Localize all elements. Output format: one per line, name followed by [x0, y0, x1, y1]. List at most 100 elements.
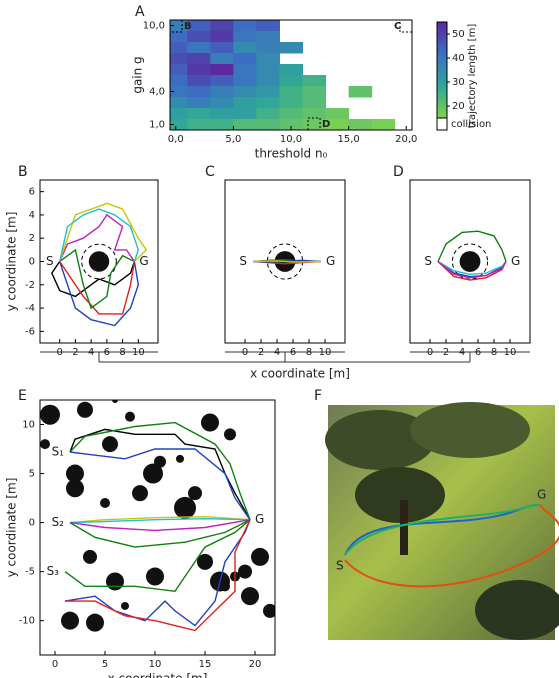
- goal-label: G: [326, 254, 335, 268]
- obstacle: [77, 402, 93, 418]
- heatmap-cell: [279, 64, 303, 76]
- plot-area: [253, 244, 321, 279]
- y-tick-label: 6: [29, 187, 35, 198]
- heatmap-cell: [210, 86, 234, 98]
- heatmap-cell: [187, 97, 211, 109]
- x-tick-label: 5: [102, 659, 108, 670]
- heatmap-cell: [233, 20, 257, 32]
- shared-x-label: x coordinate [m]: [250, 367, 350, 381]
- x-tick-label: 6: [290, 347, 296, 358]
- colorbar-tick-label: 30: [452, 77, 465, 88]
- start-label: S: [46, 254, 54, 268]
- plot-area: [40, 394, 277, 632]
- heatmap-cell: [279, 86, 303, 98]
- panel-letter: D: [393, 164, 404, 180]
- x-tick-label: 4: [88, 347, 94, 358]
- x-tick-label: 8: [119, 347, 125, 358]
- x-axis-label: threshold n₀: [255, 147, 328, 161]
- y-tick-label: 4,0: [149, 87, 165, 98]
- heatmap-cell: [349, 119, 373, 131]
- y-tick-label: 4: [29, 210, 35, 221]
- heatmap-cell: [210, 75, 234, 87]
- y-tick-label: 10: [22, 420, 35, 431]
- annotation-label: B: [184, 21, 192, 32]
- shared-axis-bracket: [40, 352, 530, 362]
- x-tick-label: 0: [242, 347, 248, 358]
- y-tick-label: 0: [29, 518, 35, 529]
- goal-label: G: [511, 254, 520, 268]
- y-tick-label: 2: [29, 233, 35, 244]
- x-tick-label: 10: [319, 347, 332, 358]
- x-tick-label: 6: [475, 347, 481, 358]
- obstacle: [121, 602, 129, 610]
- heatmap-cell: [164, 53, 188, 65]
- obstacle: [251, 548, 269, 566]
- annotation-label: C: [394, 21, 401, 32]
- plot-area: [438, 231, 506, 280]
- heatmap-cell: [256, 97, 280, 109]
- heatmap-cell: [210, 108, 234, 120]
- heatmap-cell: [372, 119, 396, 131]
- x-tick-label: 6: [104, 347, 110, 358]
- heatmap-cell: [187, 86, 211, 98]
- obstacle: [201, 414, 219, 432]
- obstacle: [100, 498, 110, 508]
- obstacle: [40, 439, 50, 449]
- plot-area: [164, 20, 395, 131]
- x-tick-label: 5,0: [225, 134, 241, 145]
- annotation-label: D: [322, 119, 330, 130]
- photo-start-label: S: [336, 559, 344, 573]
- y-axis-label: gain g: [131, 56, 145, 93]
- heatmap-cell: [187, 119, 211, 131]
- colorbar: [437, 22, 447, 118]
- heatmap-cell: [303, 86, 327, 98]
- obstacle: [102, 436, 118, 452]
- heatmap-cell: [187, 53, 211, 65]
- heatmap-cell: [233, 119, 257, 131]
- heatmap-cell: [164, 97, 188, 109]
- x-tick-label: 4: [459, 347, 465, 358]
- x-tick-label: 8: [491, 347, 497, 358]
- obstacle: [174, 497, 196, 519]
- x-tick-label: 20,0: [395, 134, 417, 145]
- colorbar-label: trajectory length [m]: [467, 24, 478, 129]
- obstacle: [241, 587, 259, 605]
- x-tick-label: 0,0: [168, 134, 184, 145]
- panel: BSG0246810-6-4-20246y coordinate [m]: [5, 164, 159, 358]
- obstacle: [143, 464, 163, 484]
- y-tick-label: -5: [25, 567, 35, 578]
- heatmap-cell: [164, 31, 188, 43]
- x-tick-label: 8: [306, 347, 312, 358]
- x-tick-label: 15: [199, 659, 212, 670]
- heatmap-cell: [164, 75, 188, 87]
- obstacle: [40, 405, 60, 425]
- heatmap-cell: [210, 20, 234, 32]
- heatmap-cell: [187, 42, 211, 54]
- plot-area: [52, 203, 146, 325]
- heatmap-cell: [164, 42, 188, 54]
- x-axis-label: x coordinate [m]: [108, 672, 208, 678]
- bracket: [40, 352, 530, 362]
- page: {"chart_data": [ {"type": "heatmap", "ti…: [0, 0, 559, 678]
- start-label: S₃: [47, 564, 60, 578]
- obstacle: [125, 412, 135, 422]
- panel-letter: B: [18, 164, 28, 180]
- obstacle: [176, 455, 184, 463]
- x-tick-label: 10: [132, 347, 145, 358]
- heatmap-cell: [233, 86, 257, 98]
- obstacle: [106, 572, 124, 590]
- y-tick-label: -2: [25, 280, 35, 291]
- obstacle: [66, 479, 84, 497]
- heatmap-cell: [233, 31, 257, 43]
- tree: [410, 402, 530, 458]
- heatmap-cell: [233, 97, 257, 109]
- heatmap-cell: [187, 108, 211, 120]
- heatmap-cell: [256, 86, 280, 98]
- heatmap-cell: [279, 75, 303, 87]
- y-tick-label: -4: [25, 303, 35, 314]
- photo-panel: S G F: [314, 388, 559, 640]
- y-axis-label: y coordinate [m]: [5, 212, 19, 312]
- heatmap-cell: [164, 64, 188, 76]
